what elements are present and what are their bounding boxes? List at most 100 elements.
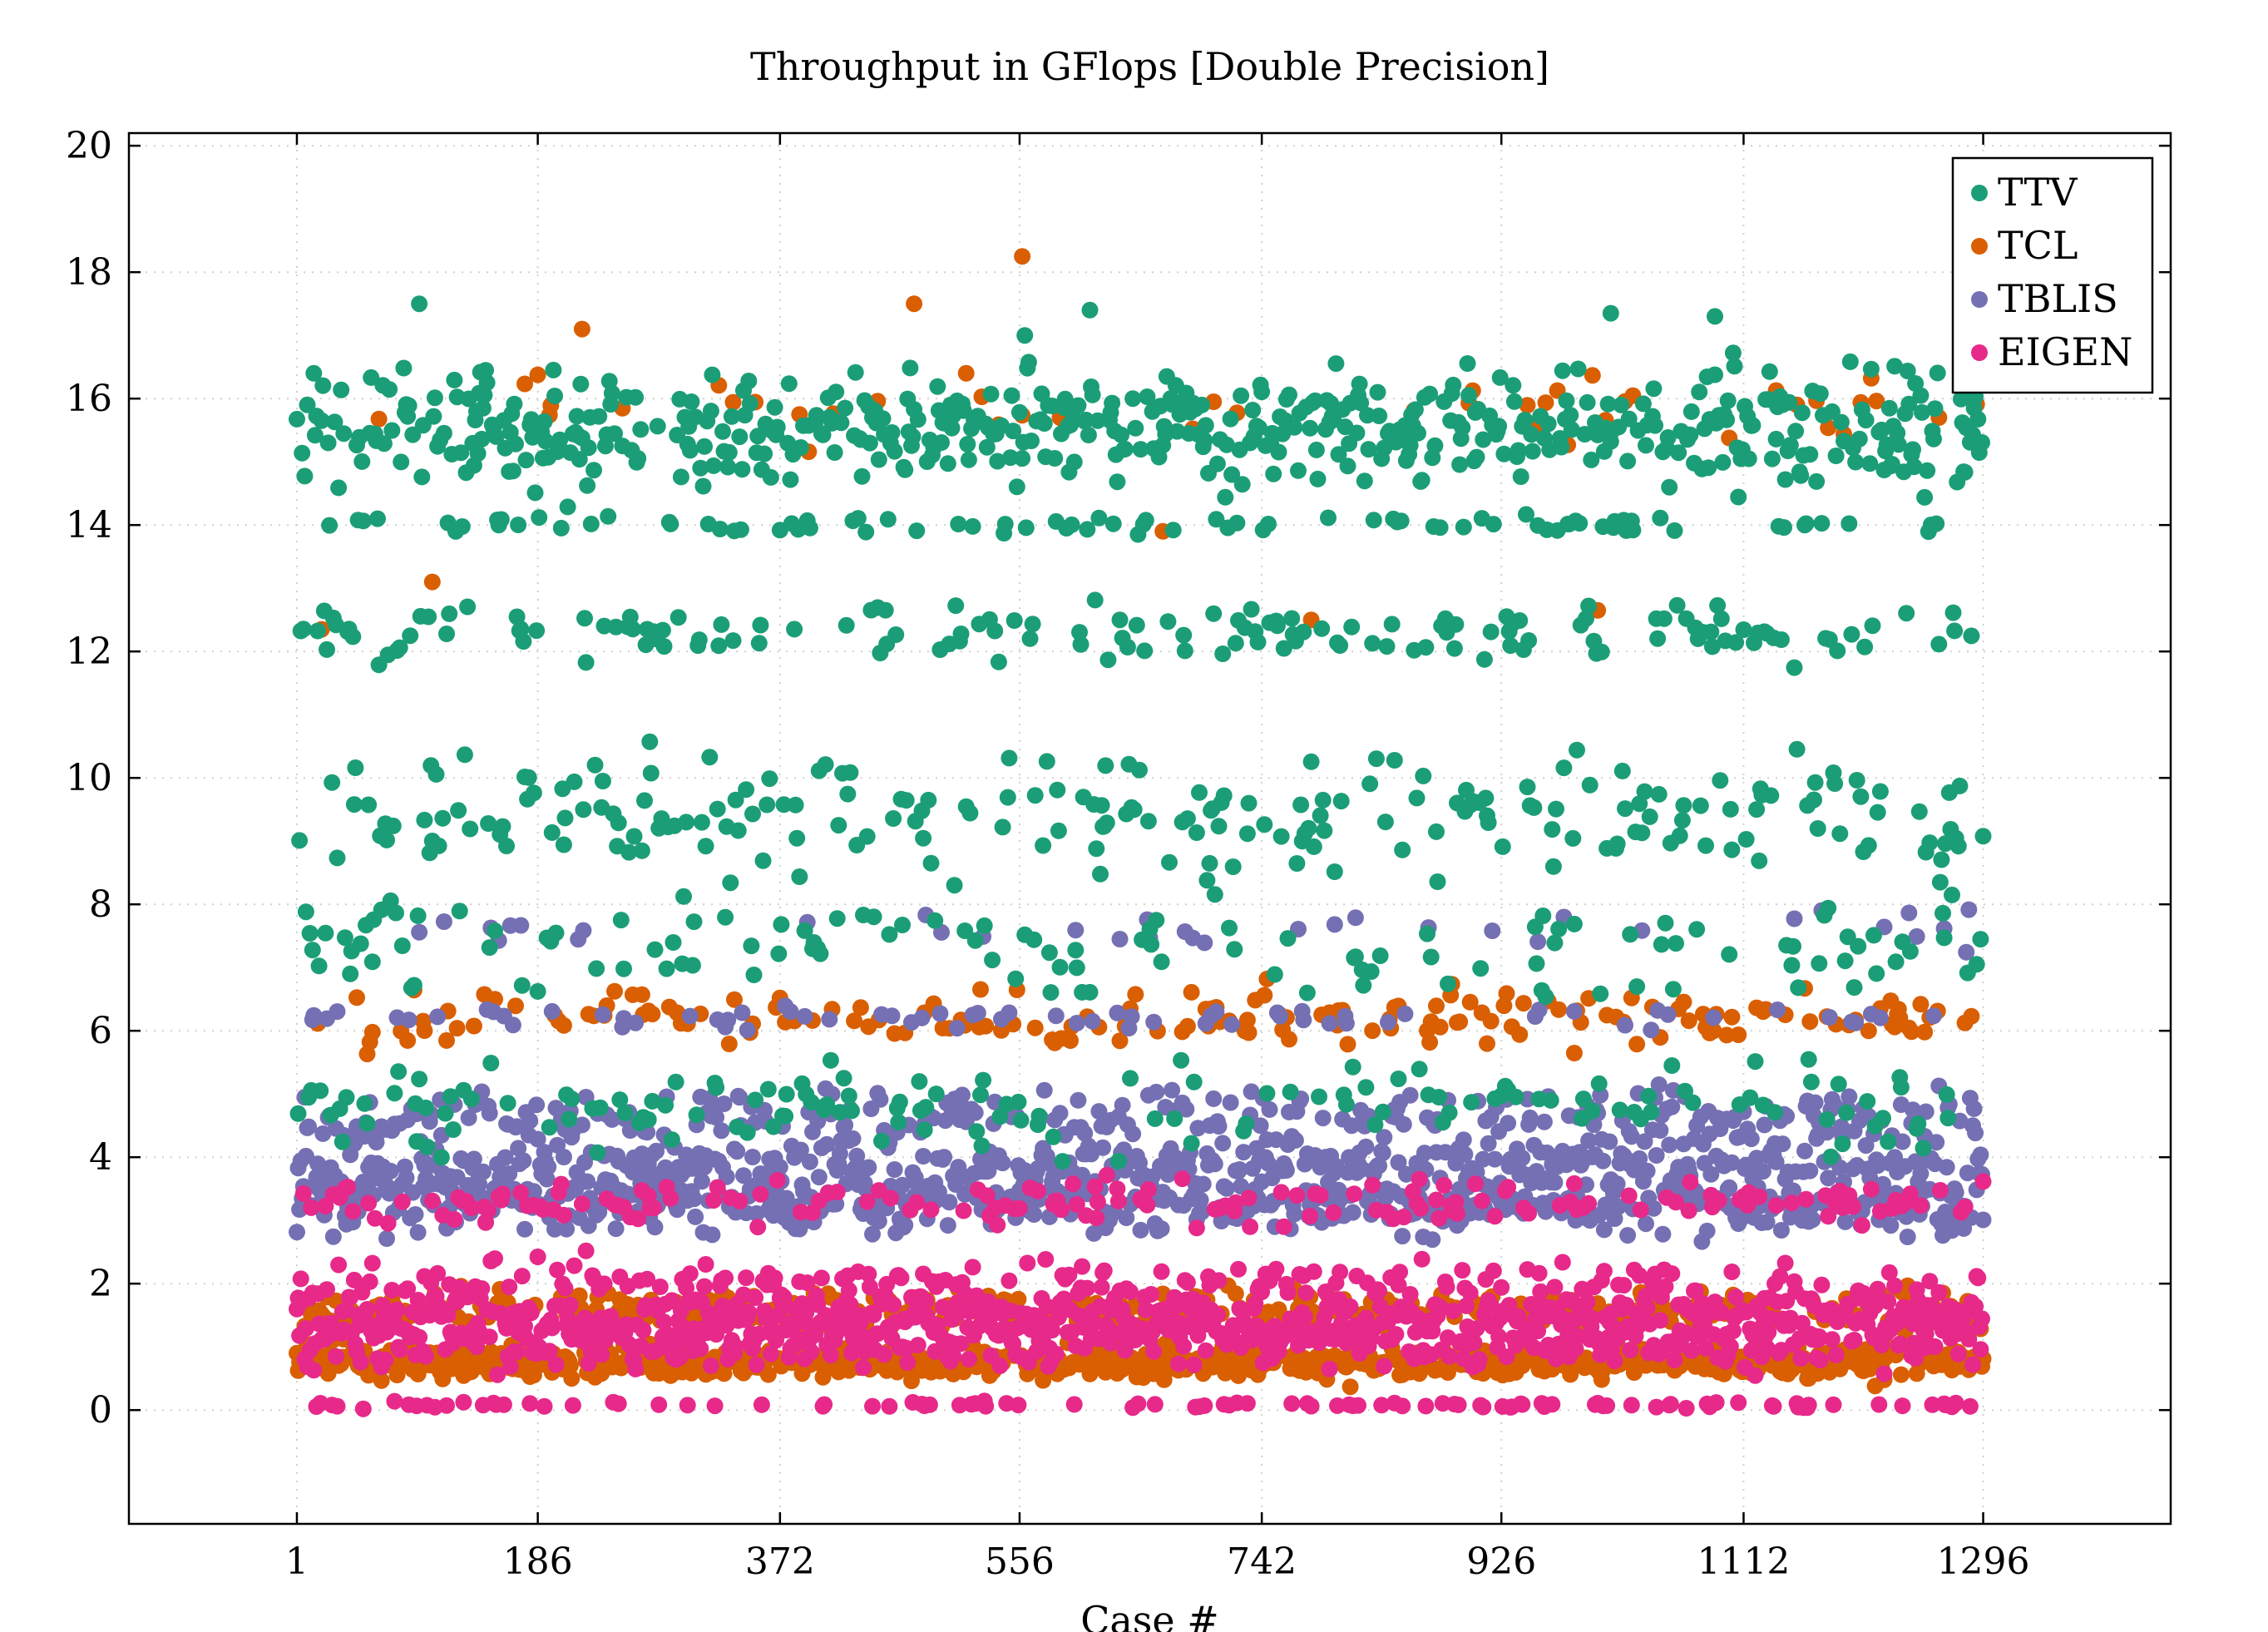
- data-point: [1769, 1001, 1786, 1018]
- data-point: [1594, 1152, 1612, 1170]
- data-point: [540, 1158, 557, 1175]
- data-point: [296, 467, 314, 485]
- data-point: [1411, 1061, 1428, 1078]
- data-point: [1065, 453, 1083, 471]
- data-point: [1661, 478, 1678, 496]
- data-point: [1295, 1011, 1312, 1029]
- data-point: [521, 1112, 539, 1130]
- data-point: [1244, 402, 1262, 418]
- data-point: [473, 1280, 491, 1298]
- data-point: [822, 1051, 839, 1069]
- data-point: [1067, 942, 1085, 959]
- data-point: [1119, 639, 1136, 655]
- data-point: [582, 515, 600, 532]
- data-point: [1525, 799, 1543, 816]
- data-point: [1124, 390, 1142, 408]
- data-point: [1514, 1396, 1531, 1413]
- data-point: [577, 1242, 595, 1259]
- data-point: [837, 399, 854, 417]
- data-point: [1270, 443, 1287, 461]
- data-point: [913, 1009, 931, 1026]
- data-point: [946, 877, 963, 894]
- data-point: [297, 903, 314, 921]
- data-point: [612, 912, 630, 929]
- data-point: [411, 1071, 428, 1088]
- data-point: [388, 1301, 406, 1318]
- data-point: [508, 1118, 526, 1135]
- data-point: [378, 831, 395, 848]
- data-point: [1580, 597, 1598, 615]
- data-point: [564, 1397, 581, 1414]
- data-point: [292, 1270, 309, 1288]
- data-point: [1449, 1204, 1465, 1222]
- data-point: [1014, 450, 1031, 467]
- data-point: [363, 953, 381, 971]
- data-point: [1357, 1079, 1375, 1096]
- data-point: [1723, 1154, 1741, 1171]
- data-point: [1514, 995, 1532, 1012]
- data-point: [1081, 983, 1099, 1001]
- data-point: [1892, 1366, 1910, 1383]
- data-point: [1122, 1283, 1139, 1301]
- data-point: [1026, 787, 1044, 804]
- data-point: [739, 1124, 756, 1141]
- data-point: [1196, 934, 1213, 952]
- data-point: [1256, 987, 1273, 1004]
- data-point: [1026, 1019, 1044, 1036]
- data-point: [1394, 1228, 1411, 1245]
- data-point: [717, 1269, 734, 1287]
- data-point: [1972, 1341, 1989, 1358]
- data-point: [708, 1079, 725, 1096]
- data-point: [1938, 1159, 1955, 1176]
- data-point: [641, 733, 659, 750]
- data-point: [1361, 775, 1379, 793]
- data-point: [1038, 753, 1055, 770]
- data-point: [423, 573, 441, 591]
- data-point: [771, 1159, 788, 1176]
- data-point: [1963, 1007, 1980, 1025]
- data-point: [1912, 996, 1930, 1013]
- data-point: [906, 295, 923, 313]
- data-point: [709, 1179, 726, 1196]
- data-point: [1622, 926, 1639, 943]
- data-point: [1521, 1109, 1539, 1126]
- data-point: [697, 1256, 714, 1273]
- data-point: [573, 320, 590, 338]
- data-point: [1524, 443, 1541, 460]
- data-point: [1652, 1312, 1669, 1329]
- data-point: [710, 637, 728, 655]
- data-point: [972, 1086, 989, 1104]
- data-point: [1415, 767, 1432, 784]
- data-point: [694, 477, 712, 495]
- data-point: [309, 622, 326, 640]
- data-point: [438, 1031, 455, 1049]
- data-point: [1821, 1009, 1838, 1026]
- data-point: [1931, 1182, 1949, 1199]
- data-point: [678, 814, 695, 831]
- data-point: [552, 519, 570, 537]
- data-point: [1218, 1179, 1235, 1197]
- data-point: [1421, 1034, 1439, 1051]
- data-point: [561, 1358, 579, 1375]
- data-point: [1664, 981, 1682, 998]
- data-point: [1380, 1014, 1396, 1031]
- data-point: [1663, 1265, 1681, 1283]
- data-point: [1617, 800, 1633, 818]
- data-point: [474, 1163, 492, 1180]
- data-point: [1871, 1009, 1889, 1026]
- data-point: [1969, 1269, 1987, 1287]
- data-point: [1796, 1142, 1813, 1160]
- data-point: [437, 1105, 454, 1122]
- data-point: [1702, 1165, 1720, 1183]
- data-point: [980, 1162, 997, 1179]
- data-point: [1282, 1083, 1299, 1100]
- data-point: [504, 1016, 521, 1034]
- data-point: [1300, 819, 1317, 837]
- data-point: [989, 1216, 1006, 1234]
- data-point: [1084, 386, 1101, 403]
- data-point: [411, 1328, 428, 1346]
- data-point: [329, 1003, 346, 1021]
- data-point: [1520, 632, 1538, 649]
- data-point: [344, 1203, 362, 1220]
- data-point: [714, 423, 731, 440]
